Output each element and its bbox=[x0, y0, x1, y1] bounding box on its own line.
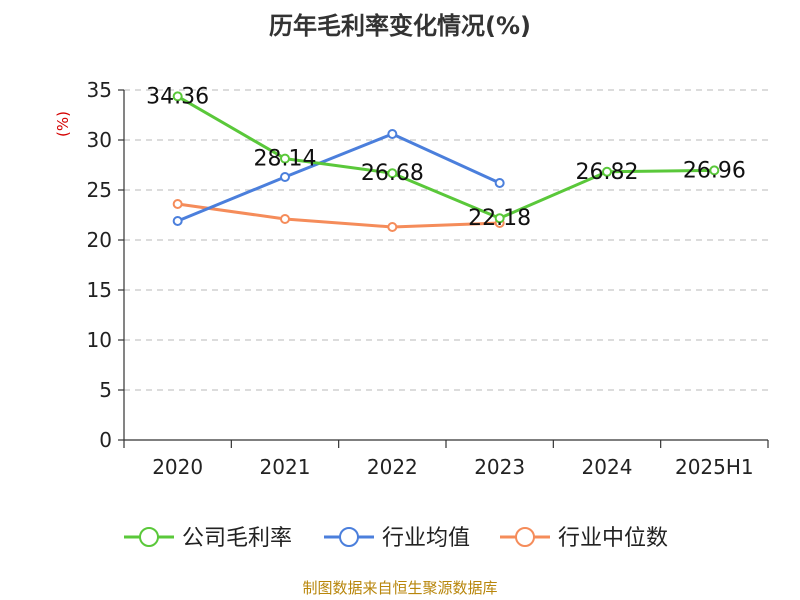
data-point bbox=[602, 166, 612, 177]
y-axis-unit-label: (%) bbox=[54, 111, 72, 137]
x-tick-label: 2025H1 bbox=[675, 455, 754, 479]
legend-swatch-marker bbox=[515, 527, 535, 547]
y-tick-label: 15 bbox=[87, 278, 112, 302]
series-line bbox=[177, 132, 501, 223]
y-tick-label: 10 bbox=[87, 328, 112, 352]
data-labels: 34.36 28.14 26.68 22.18 26.82 26.96 bbox=[146, 84, 746, 231]
data-label: 26.82 bbox=[576, 160, 639, 185]
data-points bbox=[172, 91, 720, 232]
data-point bbox=[387, 129, 398, 139]
x-tick-label: 2020 bbox=[152, 455, 203, 479]
data-label: 28.14 bbox=[254, 147, 317, 172]
data-label: 34.36 bbox=[146, 84, 209, 109]
data-point bbox=[709, 165, 720, 176]
legend-swatch-marker bbox=[139, 527, 159, 547]
data-point bbox=[280, 172, 290, 182]
data-point bbox=[280, 153, 290, 164]
x-tick-label: 2024 bbox=[582, 455, 633, 479]
series-line bbox=[176, 95, 715, 220]
source-note: 制图数据来自恒生聚源数据库 bbox=[302, 579, 497, 597]
y-tick-label: 25 bbox=[87, 178, 112, 202]
data-label: 22.18 bbox=[468, 206, 531, 231]
data-point bbox=[172, 91, 183, 102]
grid-lines bbox=[124, 89, 768, 391]
y-tick-label: 5 bbox=[99, 378, 112, 402]
x-tick-label: 2023 bbox=[474, 455, 525, 479]
legend-label: 行业均值 bbox=[382, 526, 470, 551]
legend: 公司毛利率 行业均值 行业中位数 bbox=[124, 526, 668, 551]
y-tick-label: 30 bbox=[87, 128, 112, 152]
series-lines bbox=[176, 95, 715, 229]
data-label: 26.68 bbox=[361, 161, 424, 186]
data-label: 26.96 bbox=[683, 158, 746, 183]
data-point bbox=[494, 213, 505, 224]
data-point bbox=[494, 178, 505, 188]
chart-title: 历年毛利率变化情况(%) bbox=[269, 12, 531, 40]
data-point bbox=[387, 222, 398, 232]
data-point bbox=[280, 214, 290, 224]
data-point bbox=[387, 168, 398, 179]
legend-label: 公司毛利率 bbox=[182, 526, 292, 551]
data-point bbox=[172, 199, 183, 209]
data-point bbox=[172, 216, 183, 226]
x-tick-label: 2022 bbox=[367, 455, 418, 479]
y-tick-label: 0 bbox=[99, 428, 112, 452]
x-tick-label: 2021 bbox=[260, 455, 311, 479]
legend-swatch-marker bbox=[339, 527, 359, 547]
y-tick-label: 20 bbox=[87, 228, 112, 252]
legend-label: 行业中位数 bbox=[558, 526, 668, 551]
axes: 0 5 10 15 20 25 30 35 2020 2021 2022 2023 2024 2025H1 bbox=[87, 78, 769, 479]
y-tick-label: 35 bbox=[87, 78, 112, 102]
series-line bbox=[177, 202, 500, 229]
